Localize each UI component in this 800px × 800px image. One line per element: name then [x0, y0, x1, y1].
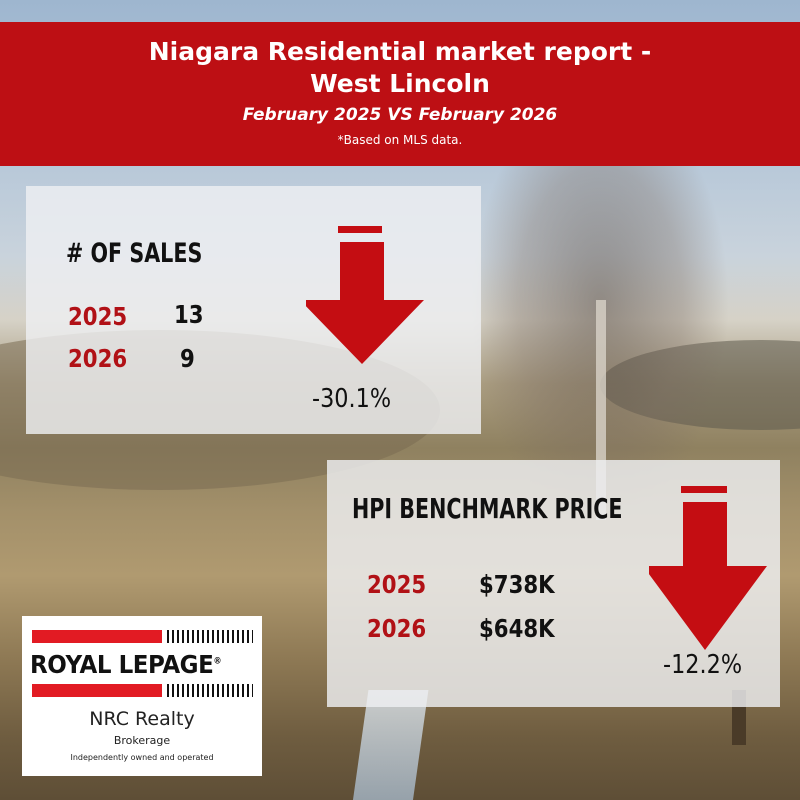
logo-registered-mark: ® — [213, 656, 222, 667]
logo-wordmark: ROYAL LEPAGE® — [30, 650, 222, 679]
title-banner: Niagara Residential market report - West… — [0, 22, 800, 166]
sales-value-2025: 13 — [174, 300, 204, 329]
hpi-panel: HPI BENCHMARK PRICE 2025 $738K 2026 $648… — [327, 460, 780, 707]
sales-heading: # OF SALES — [66, 238, 203, 269]
brokerage-name: NRC Realty — [89, 708, 195, 730]
logo-wordmark-text: ROYAL LEPAGE — [30, 650, 214, 679]
hpi-heading: HPI BENCHMARK PRICE — [352, 492, 623, 525]
logo-red-bar — [32, 630, 162, 643]
brokerage-tagline: Independently owned and operated — [70, 753, 214, 762]
sales-change-percent: -30.1% — [312, 384, 392, 414]
brokerage-logo: ROYAL LEPAGE® NRC Realty Brokerage Indep… — [22, 616, 262, 776]
logo-tick-bar — [167, 630, 253, 643]
data-source-note: *Based on MLS data. — [337, 133, 463, 147]
hpi-year-2026: 2026 — [367, 614, 427, 643]
sales-panel: # OF SALES 2025 13 2026 9 -30.1% — [26, 186, 481, 434]
hpi-value-2025: $738K — [479, 570, 555, 599]
hpi-year-2025: 2025 — [367, 570, 427, 599]
background-tree-trunk — [596, 300, 606, 520]
sales-year-2025: 2025 — [68, 302, 128, 331]
logo-tick-bar — [167, 684, 253, 697]
report-period: February 2025 VS February 2026 — [242, 105, 558, 125]
hpi-value-2026: $648K — [479, 614, 555, 643]
down-arrow-icon — [306, 226, 424, 364]
logo-red-bar — [32, 684, 162, 697]
sales-year-2026: 2026 — [68, 344, 128, 373]
hpi-change-percent: -12.2% — [663, 650, 743, 680]
sales-value-2026: 9 — [180, 344, 195, 373]
down-arrow-icon — [649, 486, 767, 650]
report-title: Niagara Residential market report - — [148, 37, 652, 66]
brokerage-label: Brokerage — [113, 734, 171, 747]
report-location: West Lincoln — [310, 69, 490, 98]
